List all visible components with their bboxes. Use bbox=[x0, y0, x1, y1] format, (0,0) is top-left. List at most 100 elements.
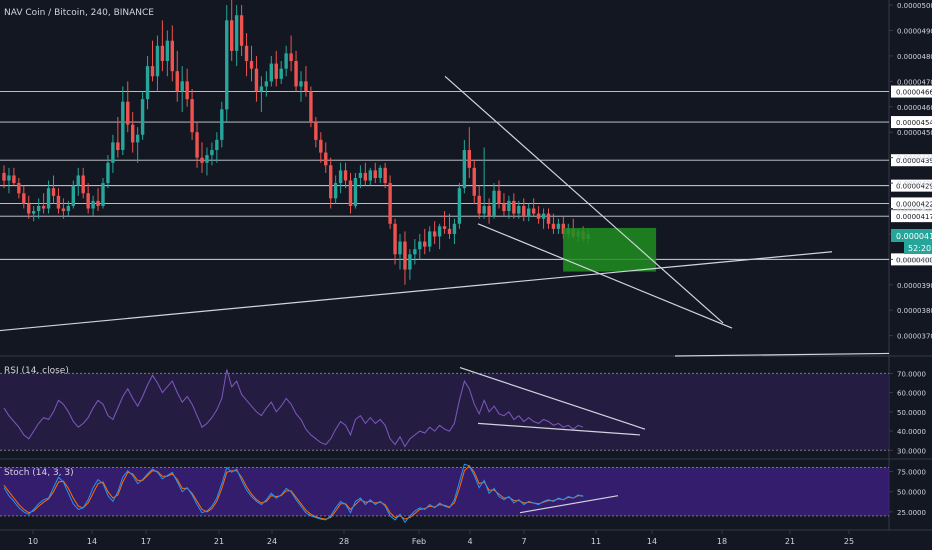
candle-body[interactable] bbox=[324, 152, 328, 166]
candle-body[interactable] bbox=[96, 200, 100, 206]
candle-body[interactable] bbox=[403, 241, 407, 270]
candle-body[interactable] bbox=[522, 205, 526, 217]
candle-body[interactable] bbox=[230, 20, 234, 51]
candle-body[interactable] bbox=[225, 20, 229, 110]
candle-body[interactable] bbox=[408, 254, 412, 270]
candle-body[interactable] bbox=[338, 170, 343, 184]
candle-body[interactable] bbox=[467, 150, 471, 168]
candle-body[interactable] bbox=[418, 241, 422, 250]
candle-body[interactable] bbox=[2, 172, 6, 181]
candle-body[interactable] bbox=[423, 241, 427, 247]
candle-body[interactable] bbox=[294, 61, 298, 87]
candle-body[interactable] bbox=[46, 188, 51, 209]
candle-body[interactable] bbox=[512, 200, 516, 214]
candle-body[interactable] bbox=[279, 68, 283, 79]
candle-body[interactable] bbox=[477, 195, 481, 214]
candle-body[interactable] bbox=[160, 45, 165, 62]
candle-body[interactable] bbox=[472, 167, 476, 196]
candle-body[interactable] bbox=[131, 124, 135, 143]
candle-body[interactable] bbox=[304, 81, 308, 92]
candle-body[interactable] bbox=[457, 188, 462, 224]
candle-body[interactable] bbox=[442, 226, 447, 229]
candle-body[interactable] bbox=[383, 167, 387, 184]
candle-body[interactable] bbox=[106, 162, 110, 184]
candle-body[interactable] bbox=[76, 175, 80, 186]
candle-body[interactable] bbox=[7, 175, 11, 181]
candle-body[interactable] bbox=[32, 211, 36, 214]
candle-body[interactable] bbox=[200, 157, 204, 163]
candle-body[interactable] bbox=[165, 40, 170, 62]
candle-body[interactable] bbox=[140, 99, 145, 135]
candle-body[interactable] bbox=[254, 68, 259, 92]
trend-line[interactable] bbox=[674, 352, 890, 357]
candle-body[interactable] bbox=[343, 170, 348, 181]
candle-body[interactable] bbox=[309, 91, 313, 123]
trend-line[interactable] bbox=[477, 223, 733, 329]
candle-body[interactable] bbox=[41, 205, 46, 209]
candle-body[interactable] bbox=[363, 172, 368, 181]
candle-body[interactable] bbox=[507, 200, 511, 212]
stoch-k-line[interactable] bbox=[3, 463, 584, 524]
candle-body[interactable] bbox=[22, 193, 26, 204]
candle-body[interactable] bbox=[36, 205, 41, 212]
candle-body[interactable] bbox=[27, 203, 31, 214]
candle-body[interactable] bbox=[12, 175, 16, 184]
candle-body[interactable] bbox=[86, 193, 90, 209]
candle-body[interactable] bbox=[264, 81, 269, 87]
candle-body[interactable] bbox=[274, 63, 278, 79]
candle-body[interactable] bbox=[170, 40, 174, 72]
candle-body[interactable] bbox=[150, 66, 155, 77]
candle-body[interactable] bbox=[358, 172, 363, 178]
candle-body[interactable] bbox=[398, 241, 402, 255]
candle-body[interactable] bbox=[91, 200, 95, 209]
rsi-trend-line[interactable] bbox=[477, 422, 641, 436]
candle-body[interactable] bbox=[329, 165, 333, 199]
candle-body[interactable] bbox=[333, 183, 338, 199]
candle-body[interactable] bbox=[259, 86, 264, 92]
candle-body[interactable] bbox=[284, 53, 288, 69]
candle-body[interactable] bbox=[527, 208, 531, 217]
candle-body[interactable] bbox=[210, 150, 214, 156]
candle-body[interactable] bbox=[348, 180, 353, 206]
candle-body[interactable] bbox=[17, 183, 21, 194]
candle-body[interactable] bbox=[437, 226, 442, 237]
candle-body[interactable] bbox=[135, 134, 140, 143]
rsi-trend-line[interactable] bbox=[459, 367, 646, 430]
stoch-trend-line[interactable] bbox=[519, 495, 619, 514]
candle-body[interactable] bbox=[190, 99, 194, 133]
candle-body[interactable] bbox=[101, 183, 105, 206]
trend-line[interactable] bbox=[444, 75, 724, 324]
candle-body[interactable] bbox=[66, 205, 71, 212]
candle-body[interactable] bbox=[299, 81, 303, 87]
candle-body[interactable] bbox=[116, 142, 120, 151]
candle-body[interactable] bbox=[482, 205, 486, 214]
candle-body[interactable] bbox=[220, 109, 224, 140]
candle-body[interactable] bbox=[234, 15, 239, 51]
candle-body[interactable] bbox=[531, 208, 536, 214]
trend-line[interactable] bbox=[0, 251, 833, 332]
candle-body[interactable] bbox=[378, 167, 382, 178]
candle-body[interactable] bbox=[541, 213, 546, 219]
candle-body[interactable] bbox=[517, 205, 521, 214]
candle-body[interactable] bbox=[215, 139, 219, 151]
candle-body[interactable] bbox=[393, 223, 397, 255]
candle-body[interactable] bbox=[71, 185, 75, 206]
candle-body[interactable] bbox=[61, 208, 66, 212]
candle-body[interactable] bbox=[244, 45, 249, 62]
candle-body[interactable] bbox=[195, 132, 199, 158]
candle-body[interactable] bbox=[314, 122, 318, 140]
candle-body[interactable] bbox=[249, 61, 254, 69]
candle-body[interactable] bbox=[428, 231, 432, 247]
candle-body[interactable] bbox=[205, 155, 209, 163]
candle-body[interactable] bbox=[269, 63, 273, 82]
candle-body[interactable] bbox=[413, 249, 417, 255]
candle-body[interactable] bbox=[81, 175, 85, 194]
candle-body[interactable] bbox=[497, 190, 501, 204]
candle-body[interactable] bbox=[492, 190, 496, 217]
candle-body[interactable] bbox=[121, 101, 125, 151]
candle-body[interactable] bbox=[239, 15, 244, 46]
candle-body[interactable] bbox=[546, 213, 551, 224]
candle-body[interactable] bbox=[180, 81, 184, 92]
candle-body[interactable] bbox=[319, 139, 323, 153]
